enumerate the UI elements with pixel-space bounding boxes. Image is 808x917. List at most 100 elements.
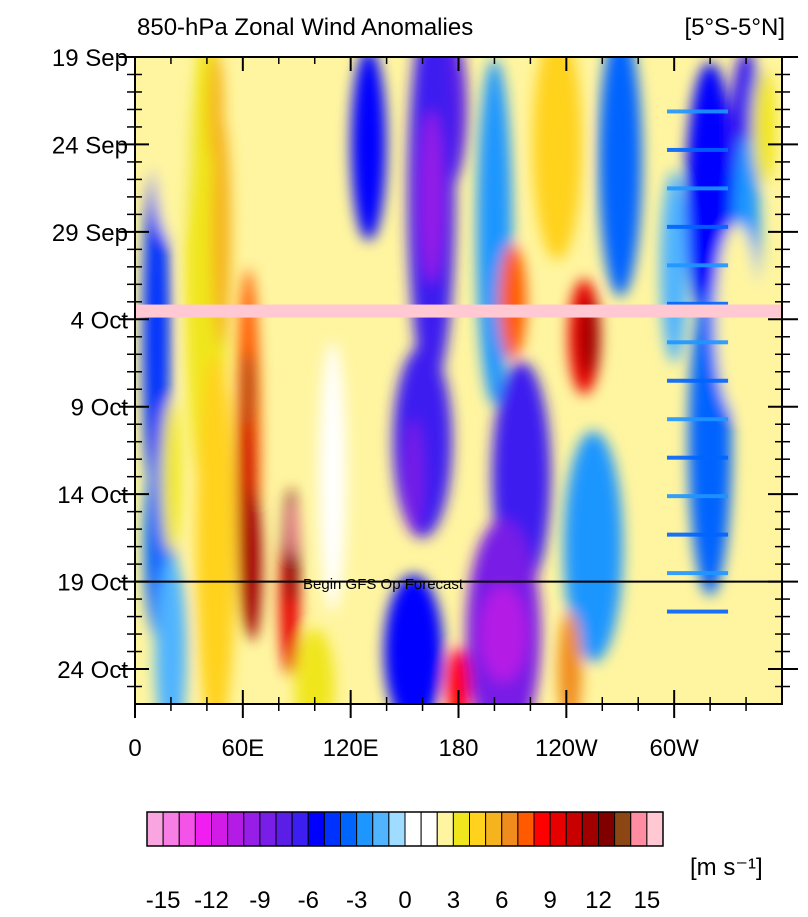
anomaly-patch [294, 628, 335, 704]
anomaly-patch [241, 487, 262, 642]
x-tick-label: 120E [323, 735, 379, 762]
colorbar-box [194, 811, 212, 847]
colorbar-box [598, 811, 616, 847]
colorbar-box [581, 811, 599, 847]
colorbar-box [259, 811, 277, 847]
colorbar: -15 -12 -9 -6 -3 0 3 6 9 12 15 [146, 811, 664, 914]
anomaly-patch [196, 354, 236, 704]
x-tick-label: 120W [535, 735, 598, 762]
colorbar-box [436, 811, 454, 847]
x-tick-label: 60E [221, 735, 264, 762]
colorbar-box [501, 811, 519, 847]
y-tick-label: 9 Oct [71, 395, 129, 422]
colorbar-box [630, 811, 648, 847]
colorbar-tick-label: -12 [194, 887, 229, 914]
colorbar-tick-label: 9 [543, 887, 556, 914]
anomaly-patch [403, 418, 424, 535]
anomaly-patch [289, 500, 298, 558]
streak-mark [666, 378, 729, 383]
colorbar-box [178, 811, 196, 847]
colorbar-box [162, 811, 180, 847]
anomaly-patch [598, 57, 642, 297]
anomaly-patch [419, 110, 444, 284]
streak-mark [666, 417, 729, 422]
forecast-label: Begin GFS Op Forecast [303, 576, 464, 593]
streak-mark [666, 494, 729, 499]
anomaly-patch [211, 116, 232, 348]
colorbar-box [469, 811, 487, 847]
colorbar-tick-label: -3 [346, 887, 367, 914]
colorbar-box [243, 811, 261, 847]
anomaly-patch [142, 163, 171, 510]
anomaly-patch [752, 69, 776, 185]
x-tick-label: 0 [128, 735, 141, 762]
colorbar-tick-label: 12 [585, 887, 612, 914]
pacific-streaks [666, 109, 729, 614]
streak-mark [666, 532, 729, 537]
anomaly-patch [350, 57, 387, 241]
y-tick-label: 24 Oct [57, 657, 128, 684]
streak-mark [666, 571, 729, 576]
streak-mark [666, 186, 729, 191]
colorbar-box [404, 811, 422, 847]
streak-mark [666, 147, 729, 152]
anomaly-patch [479, 585, 528, 683]
colorbar-units: [m s⁻¹] [690, 854, 763, 881]
streak-mark [666, 455, 729, 460]
colorbar-box [323, 811, 341, 847]
colorbar-box [549, 811, 567, 847]
anomaly-patch [563, 431, 623, 663]
colorbar-box [565, 811, 583, 847]
x-tick-label: 60W [649, 735, 699, 762]
colorbar-tick-label: -6 [298, 887, 319, 914]
colorbar-box [146, 811, 164, 847]
colorbar-box [614, 811, 632, 847]
colorbar-box [291, 811, 309, 847]
colorbar-box [388, 811, 406, 847]
anomaly-patch [161, 399, 181, 554]
streak-mark [666, 340, 729, 345]
colorbar-box [275, 811, 293, 847]
colorbar-box [372, 811, 390, 847]
anomaly-patch [558, 611, 582, 704]
streak-mark [666, 224, 729, 229]
anomaly-patch [532, 57, 583, 260]
colorbar-box [227, 811, 245, 847]
colorbar-tick-label: 3 [447, 887, 460, 914]
chart-title: 850-hPa Zonal Wind Anomalies [137, 14, 473, 41]
x-tick-label: 180 [438, 735, 478, 762]
streak-mark [666, 609, 729, 614]
y-tick-label: 4 Oct [71, 307, 129, 334]
anomaly-patch [446, 648, 471, 704]
colorbar-tick-label: -15 [146, 887, 181, 914]
anomaly-patch [498, 244, 527, 360]
colorbar-box [340, 811, 358, 847]
colorbar-tick-label: 6 [495, 887, 508, 914]
anomaly-patch [153, 57, 189, 241]
streak-mark [666, 301, 729, 306]
y-tick-label: 14 Oct [57, 482, 128, 509]
anomaly-patch [715, 223, 759, 416]
region-label: [5°S-5°N] [684, 14, 785, 41]
anomaly-patch [243, 350, 254, 428]
highlight-band [135, 304, 782, 318]
anomaly-patch [392, 345, 453, 538]
colorbar-box [533, 811, 551, 847]
anomaly-patch [155, 555, 187, 704]
y-tick-label: 24 Sep [52, 132, 128, 159]
colorbar-box [307, 811, 325, 847]
anomaly-patch [383, 574, 444, 704]
colorbar-box [452, 811, 470, 847]
colorbar-box [646, 811, 664, 847]
anomaly-field [135, 57, 782, 704]
colorbar-box [356, 811, 374, 847]
y-axis: 19 Sep 24 Sep 29 Sep 4 Oct 9 Oct 14 Oct 19 Oct… [52, 45, 798, 688]
colorbar-box [420, 811, 438, 847]
anomaly-patch [318, 342, 347, 612]
colorbar-box [211, 811, 229, 847]
colorbar-box [517, 811, 535, 847]
y-tick-label: 19 Sep [52, 45, 128, 72]
streak-mark [666, 263, 729, 268]
colorbar-box [485, 811, 503, 847]
